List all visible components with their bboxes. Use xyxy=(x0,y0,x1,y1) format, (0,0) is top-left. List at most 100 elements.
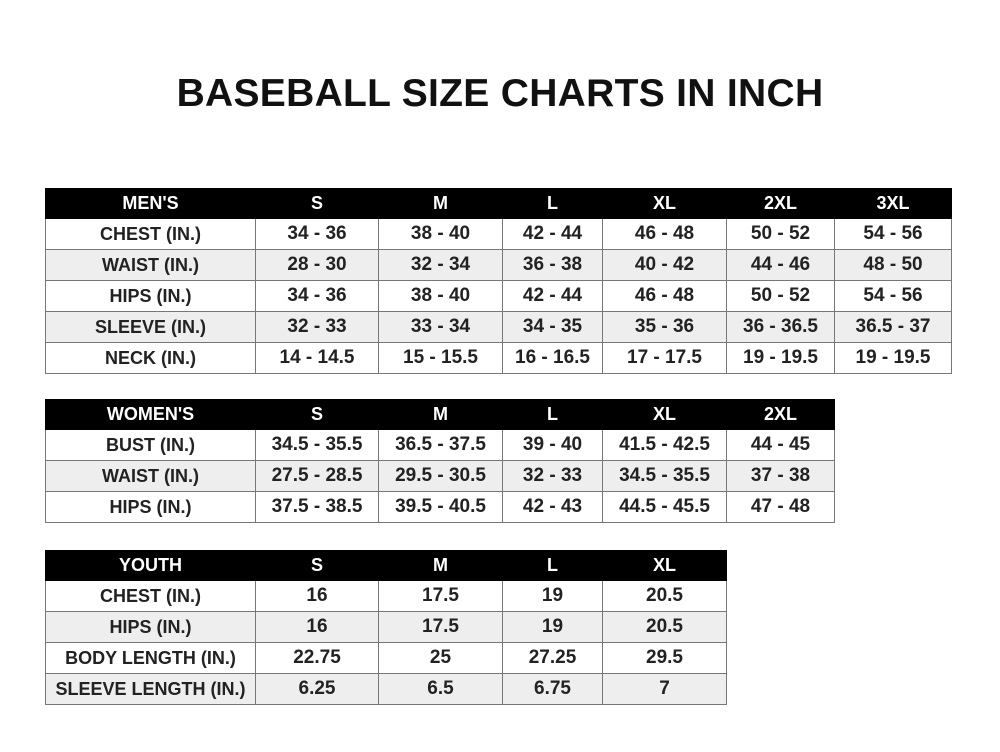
measurement-cell: 34.5 - 35.5 xyxy=(255,429,379,461)
measurement-cell: 29.5 xyxy=(602,642,727,674)
category-header: MEN'S xyxy=(45,188,256,219)
size-header: M xyxy=(378,550,503,581)
measurement-cell: 54 - 56 xyxy=(834,280,952,312)
measurement-label: HIPS (IN.) xyxy=(45,611,256,643)
measurement-cell: 34 - 36 xyxy=(255,218,379,250)
measurement-cell: 34.5 - 35.5 xyxy=(602,460,727,492)
size-header: M xyxy=(378,399,503,430)
measurement-cell: 46 - 48 xyxy=(602,280,727,312)
measurement-cell: 44 - 46 xyxy=(726,249,835,281)
table-row: SLEEVE LENGTH (IN.) 6.25 6.5 6.75 7 xyxy=(45,673,727,705)
category-header: YOUTH xyxy=(45,550,256,581)
size-header: 2XL xyxy=(726,188,835,219)
measurement-cell: 19 xyxy=(502,611,603,643)
measurement-cell: 20.5 xyxy=(602,580,727,612)
table-row: BODY LENGTH (IN.) 22.75 25 27.25 29.5 xyxy=(45,642,727,674)
measurement-cell: 36.5 - 37.5 xyxy=(378,429,503,461)
measurement-label: BUST (IN.) xyxy=(45,429,256,461)
header-row: YOUTH S M L XL xyxy=(45,550,727,581)
measurement-cell: 36.5 - 37 xyxy=(834,311,952,343)
measurement-cell: 19 xyxy=(502,580,603,612)
table-row: SLEEVE (IN.) 32 - 33 33 - 34 34 - 35 35 - 36… xyxy=(45,311,952,343)
size-header: S xyxy=(255,399,379,430)
measurement-cell: 35 - 36 xyxy=(602,311,727,343)
measurement-cell: 34 - 35 xyxy=(502,311,603,343)
size-header: 2XL xyxy=(726,399,835,430)
table-row: HIPS (IN.) 16 17.5 19 20.5 xyxy=(45,611,727,643)
measurement-cell: 48 - 50 xyxy=(834,249,952,281)
measurement-cell: 14 - 14.5 xyxy=(255,342,379,374)
size-header: XL xyxy=(602,550,727,581)
measurement-cell: 44.5 - 45.5 xyxy=(602,491,727,523)
measurement-cell: 17.5 xyxy=(378,611,503,643)
measurement-cell: 37.5 - 38.5 xyxy=(255,491,379,523)
size-header: S xyxy=(255,550,379,581)
measurement-label: WAIST (IN.) xyxy=(45,460,256,492)
measurement-label: NECK (IN.) xyxy=(45,342,256,374)
size-header: 3XL xyxy=(834,188,952,219)
measurement-label: SLEEVE (IN.) xyxy=(45,311,256,343)
measurement-label: WAIST (IN.) xyxy=(45,249,256,281)
measurement-cell: 17 - 17.5 xyxy=(602,342,727,374)
measurement-cell: 6.75 xyxy=(502,673,603,705)
table-row: CHEST (IN.) 34 - 36 38 - 40 42 - 44 46 - 48 5… xyxy=(45,218,952,250)
page-title: BASEBALL SIZE CHARTS IN INCH xyxy=(176,72,824,115)
youth-size-table: YOUTH S M L XL CHEST (IN.) 16 17.5 19 20.5 HIPS (I… xyxy=(45,550,727,705)
measurement-cell: 6.25 xyxy=(255,673,379,705)
measurement-cell: 44 - 45 xyxy=(726,429,835,461)
measurement-cell: 38 - 40 xyxy=(378,218,503,250)
table-row: HIPS (IN.) 37.5 - 38.5 39.5 - 40.5 42 - 43 4… xyxy=(45,491,835,523)
table-row: BUST (IN.) 34.5 - 35.5 36.5 - 37.5 39 - 40 4… xyxy=(45,429,835,461)
measurement-label: HIPS (IN.) xyxy=(45,280,256,312)
table-row: NECK (IN.) 14 - 14.5 15 - 15.5 16 - 16.5 17 … xyxy=(45,342,952,374)
measurement-cell: 42 - 44 xyxy=(502,280,603,312)
size-header: L xyxy=(502,399,603,430)
measurement-cell: 15 - 15.5 xyxy=(378,342,503,374)
measurement-cell: 39.5 - 40.5 xyxy=(378,491,503,523)
size-header: L xyxy=(502,550,603,581)
measurement-cell: 20.5 xyxy=(602,611,727,643)
header-row: WOMEN'S S M L XL 2XL xyxy=(45,399,835,430)
size-header: L xyxy=(502,188,603,219)
measurement-cell: 54 - 56 xyxy=(834,218,952,250)
measurement-cell: 50 - 52 xyxy=(726,218,835,250)
size-header: M xyxy=(378,188,503,219)
measurement-label: SLEEVE LENGTH (IN.) xyxy=(45,673,256,705)
measurement-cell: 36 - 38 xyxy=(502,249,603,281)
measurement-cell: 22.75 xyxy=(255,642,379,674)
measurement-cell: 6.5 xyxy=(378,673,503,705)
womens-size-table: WOMEN'S S M L XL 2XL BUST (IN.) 34.5 - 35.5 36.5… xyxy=(45,399,835,523)
measurement-label: CHEST (IN.) xyxy=(45,580,256,612)
size-header: S xyxy=(255,188,379,219)
measurement-cell: 39 - 40 xyxy=(502,429,603,461)
table-row: WAIST (IN.) 28 - 30 32 - 34 36 - 38 40 - 42 4… xyxy=(45,249,952,281)
measurement-cell: 19 - 19.5 xyxy=(726,342,835,374)
measurement-cell: 17.5 xyxy=(378,580,503,612)
measurement-label: CHEST (IN.) xyxy=(45,218,256,250)
table-row: HIPS (IN.) 34 - 36 38 - 40 42 - 44 46 - 48 50… xyxy=(45,280,952,312)
measurement-cell: 25 xyxy=(378,642,503,674)
measurement-cell: 32 - 33 xyxy=(502,460,603,492)
measurement-cell: 16 - 16.5 xyxy=(502,342,603,374)
measurement-cell: 33 - 34 xyxy=(378,311,503,343)
measurement-cell: 47 - 48 xyxy=(726,491,835,523)
category-header: WOMEN'S xyxy=(45,399,256,430)
measurement-cell: 41.5 - 42.5 xyxy=(602,429,727,461)
measurement-label: HIPS (IN.) xyxy=(45,491,256,523)
table-row: WAIST (IN.) 27.5 - 28.5 29.5 - 30.5 32 - 33… xyxy=(45,460,835,492)
measurement-cell: 34 - 36 xyxy=(255,280,379,312)
measurement-cell: 36 - 36.5 xyxy=(726,311,835,343)
measurement-cell: 27.5 - 28.5 xyxy=(255,460,379,492)
measurement-cell: 38 - 40 xyxy=(378,280,503,312)
measurement-label: BODY LENGTH (IN.) xyxy=(45,642,256,674)
header-row: MEN'S S M L XL 2XL 3XL xyxy=(45,188,952,219)
measurement-cell: 46 - 48 xyxy=(602,218,727,250)
measurement-cell: 28 - 30 xyxy=(255,249,379,281)
measurement-cell: 19 - 19.5 xyxy=(834,342,952,374)
measurement-cell: 42 - 44 xyxy=(502,218,603,250)
measurement-cell: 37 - 38 xyxy=(726,460,835,492)
measurement-cell: 32 - 33 xyxy=(255,311,379,343)
mens-size-table: MEN'S S M L XL 2XL 3XL CHEST (IN.) 34 - 36 38 - 4… xyxy=(45,188,952,374)
measurement-cell: 42 - 43 xyxy=(502,491,603,523)
measurement-cell: 40 - 42 xyxy=(602,249,727,281)
